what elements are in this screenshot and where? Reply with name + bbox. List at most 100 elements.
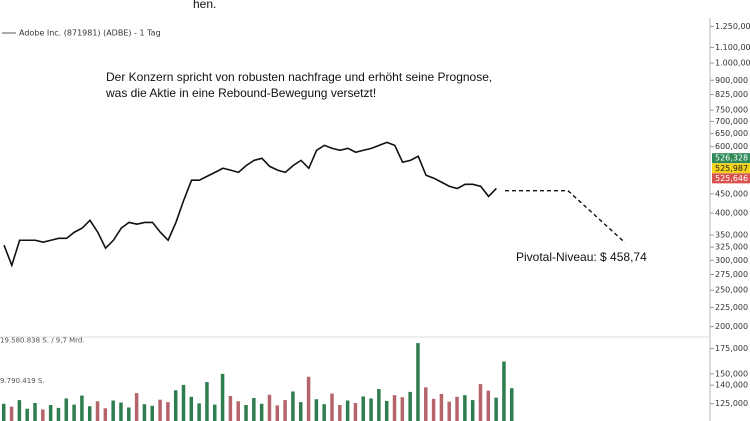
y-tick-label: 400,000 bbox=[715, 209, 748, 218]
volume-bar bbox=[236, 401, 240, 421]
volume-bar bbox=[166, 402, 170, 421]
chart-title: Adobe Inc. (871981) (ADBE) - 1 Tag bbox=[19, 29, 161, 38]
volume-bar bbox=[72, 404, 76, 421]
volume-bar bbox=[189, 396, 194, 421]
y-tick-label: 150,000 bbox=[715, 369, 748, 378]
volume-bar bbox=[400, 397, 405, 421]
volume-bar bbox=[213, 404, 217, 421]
volume-bar bbox=[56, 407, 61, 421]
y-tick-label: 325,000 bbox=[715, 243, 748, 252]
price-tag-label: 525,987 bbox=[715, 164, 748, 173]
volume-bar bbox=[455, 396, 459, 421]
price-tag-label: 526,328 bbox=[715, 154, 748, 163]
volume-bar bbox=[95, 401, 100, 421]
volume-bar bbox=[33, 402, 37, 421]
volume-bar bbox=[150, 405, 154, 421]
volume-bar bbox=[447, 401, 451, 421]
y-tick-label: 275,000 bbox=[715, 270, 748, 279]
volume-bar bbox=[64, 398, 69, 421]
y-tick-label: 825,000 bbox=[715, 90, 748, 99]
y-tick-label: 300,000 bbox=[715, 256, 748, 265]
volume-bar bbox=[369, 398, 373, 421]
volume-bar bbox=[80, 395, 84, 421]
volume-bar bbox=[298, 402, 303, 421]
volume-bar bbox=[181, 384, 186, 421]
y-tick-label: 225,000 bbox=[715, 303, 748, 312]
y-tick-label: 1.250,000 bbox=[715, 22, 750, 31]
volume-bar bbox=[267, 394, 272, 421]
volume-bar bbox=[220, 373, 225, 421]
volume-bar bbox=[2, 403, 6, 421]
volume-bar bbox=[197, 403, 201, 421]
y-tick-label: 175,000 bbox=[715, 344, 748, 353]
y-tick-label: 1.100,000 bbox=[715, 43, 750, 52]
volume-bar bbox=[283, 400, 287, 421]
volume-bar bbox=[228, 395, 233, 421]
volume-bar bbox=[470, 400, 475, 421]
volume-bar bbox=[111, 400, 115, 421]
annotation: Der Konzern spricht von robusten nachfra… bbox=[106, 70, 492, 84]
annotation: was die Aktie in eine Rebound-Bewegung v… bbox=[105, 86, 376, 100]
volume-bar bbox=[494, 397, 498, 421]
volume-label: 9.790.419 S. bbox=[0, 377, 45, 385]
volume-bar bbox=[306, 376, 311, 421]
volume-bar bbox=[322, 404, 326, 421]
header-text: hen. bbox=[193, 0, 216, 11]
price-tag bbox=[712, 173, 750, 184]
y-tick-label: 1.000,000 bbox=[715, 58, 750, 67]
volume-bar bbox=[361, 396, 366, 421]
y-tick-label: 200,000 bbox=[715, 322, 748, 331]
y-tick-label: 140,000 bbox=[715, 381, 748, 390]
volume-bar bbox=[384, 400, 389, 421]
volume-bar bbox=[259, 403, 264, 421]
volume-label: 19.580.838 S. / 9,7 Mrd. bbox=[0, 337, 85, 345]
volume-bar bbox=[510, 388, 514, 421]
volume-bar bbox=[252, 398, 256, 421]
price-tag bbox=[712, 163, 750, 174]
volume-bar bbox=[439, 393, 444, 421]
y-tick-label: 900,000 bbox=[715, 76, 748, 85]
volume-bar bbox=[377, 389, 381, 421]
volume-bar bbox=[338, 405, 342, 421]
volume-bar bbox=[353, 402, 358, 421]
y-tick-label: 250,000 bbox=[715, 286, 748, 295]
volume-bar bbox=[424, 387, 428, 421]
volume-bar bbox=[25, 408, 29, 421]
volume-bar bbox=[9, 406, 14, 421]
volume-bar bbox=[478, 384, 483, 421]
pivot-label: Pivotal-Niveau: $ 458,74 bbox=[516, 250, 647, 264]
volume-bar bbox=[291, 391, 295, 421]
volume-bar bbox=[392, 395, 397, 421]
volume-bar bbox=[158, 399, 162, 421]
volume-bar bbox=[134, 393, 139, 421]
pivot-line bbox=[505, 189, 626, 244]
volume-bar bbox=[330, 393, 334, 421]
volume-bar bbox=[486, 390, 491, 421]
volume-bar bbox=[431, 398, 436, 421]
y-tick-label: 700,000 bbox=[715, 117, 748, 126]
volume-bar bbox=[127, 407, 131, 421]
volume-bar bbox=[408, 391, 412, 421]
volume-bar bbox=[41, 409, 45, 421]
volume-bar bbox=[48, 405, 53, 421]
volume-bar bbox=[173, 390, 178, 421]
volume-bar bbox=[205, 382, 209, 421]
y-tick-label: 450,000 bbox=[715, 189, 748, 198]
volume-bar bbox=[17, 400, 22, 421]
price-tag-label: 525,646 bbox=[715, 174, 748, 183]
volume-bar bbox=[87, 406, 92, 421]
price-line bbox=[3, 141, 497, 268]
price-tag bbox=[712, 153, 750, 164]
y-tick-label: 600,000 bbox=[715, 142, 748, 151]
volume-bar bbox=[103, 408, 108, 421]
volume-bar bbox=[244, 405, 248, 421]
volume-bar bbox=[416, 343, 420, 421]
volume-bar bbox=[502, 361, 506, 421]
y-tick-label: 125,000 bbox=[715, 399, 748, 408]
y-tick-label: 650,000 bbox=[715, 129, 748, 138]
volume-bar bbox=[314, 399, 319, 421]
volume-bar bbox=[119, 402, 123, 421]
volume-bar bbox=[275, 405, 280, 421]
